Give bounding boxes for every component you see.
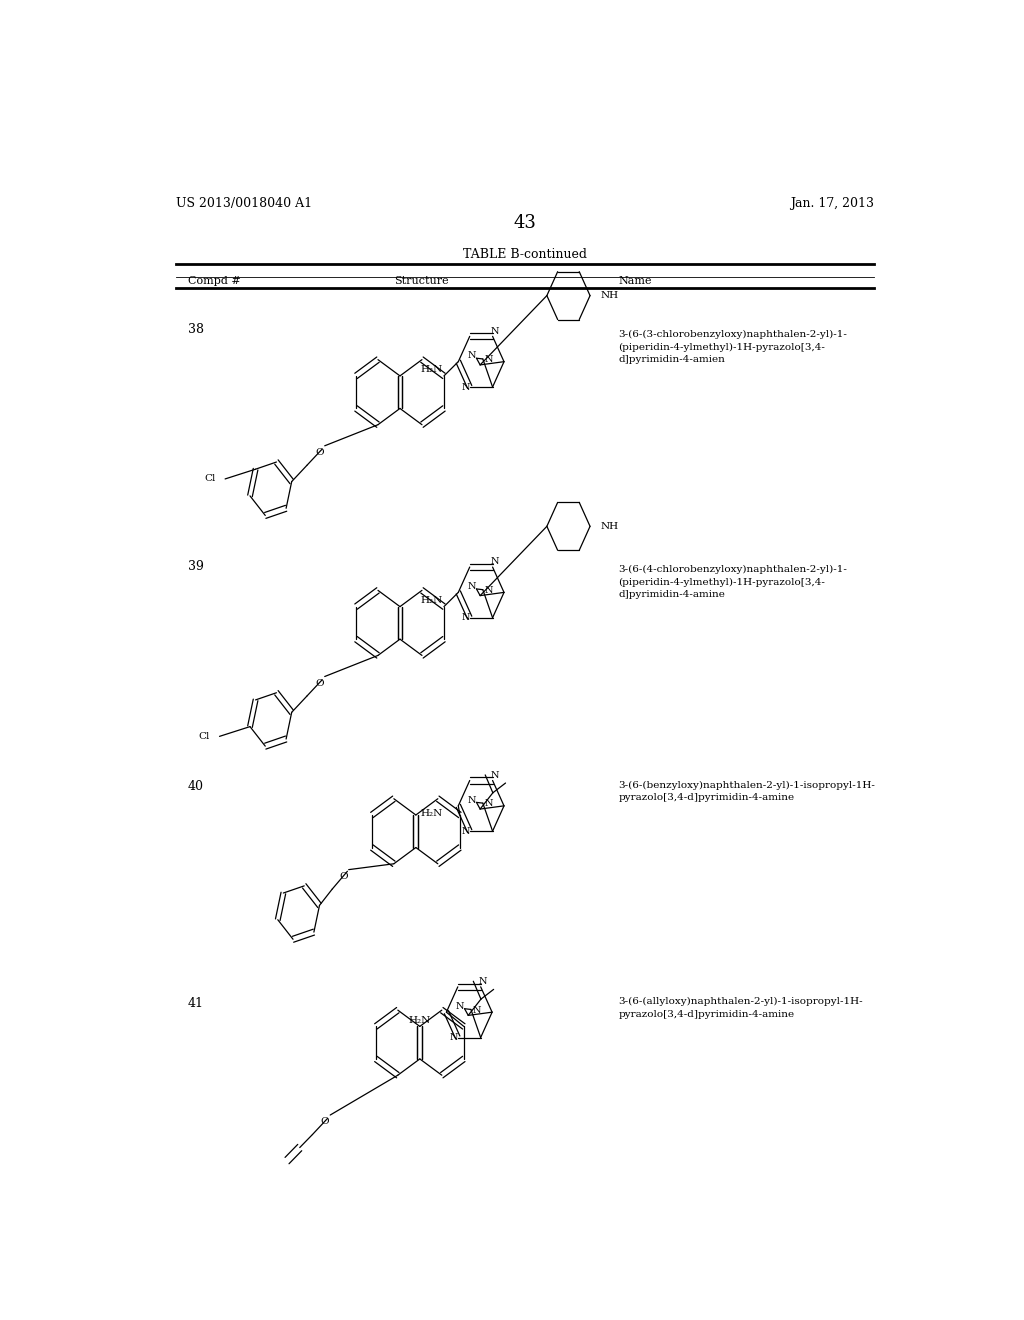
Text: H₂N: H₂N	[420, 366, 442, 375]
Text: 40: 40	[187, 780, 204, 793]
Text: 41: 41	[187, 997, 204, 1010]
Text: O: O	[321, 1117, 330, 1126]
Text: H₂N: H₂N	[420, 597, 442, 605]
Text: O: O	[315, 447, 324, 457]
Text: N: N	[462, 826, 470, 836]
Text: N: N	[490, 327, 500, 335]
Text: Compd #: Compd #	[187, 276, 241, 286]
Text: Cl: Cl	[204, 474, 216, 483]
Text: H₂N: H₂N	[420, 809, 442, 818]
Text: N: N	[484, 586, 493, 595]
Text: Cl: Cl	[199, 731, 210, 741]
Text: 3-(6-(allyloxy)naphthalen-2-yl)-1-isopropyl-1H-
pyrazolo[3,4-d]pyrimidin-4-amine: 3-(6-(allyloxy)naphthalen-2-yl)-1-isopro…	[618, 997, 863, 1019]
Text: 38: 38	[187, 323, 204, 337]
Text: N: N	[490, 771, 500, 780]
Text: 43: 43	[513, 214, 537, 232]
Text: US 2013/0018040 A1: US 2013/0018040 A1	[176, 197, 311, 210]
Text: N: N	[472, 1006, 480, 1015]
Text: NH: NH	[601, 292, 618, 300]
Text: TABLE B-continued: TABLE B-continued	[463, 248, 587, 261]
Text: N: N	[456, 1002, 465, 1011]
Text: N: N	[484, 800, 493, 808]
Text: 3-(6-(4-chlorobenzyloxy)naphthalen-2-yl)-1-
(piperidin-4-ylmethyl)-1H-pyrazolo[3: 3-(6-(4-chlorobenzyloxy)naphthalen-2-yl)…	[618, 565, 847, 599]
Text: N: N	[468, 796, 476, 805]
Text: N: N	[479, 977, 487, 986]
Text: 3-(6-(3-chlorobenzyloxy)naphthalen-2-yl)-1-
(piperidin-4-ylmethyl)-1H-pyrazolo[3: 3-(6-(3-chlorobenzyloxy)naphthalen-2-yl)…	[618, 330, 847, 364]
Text: Name: Name	[618, 276, 652, 286]
Text: N: N	[450, 1034, 458, 1041]
Text: N: N	[462, 383, 470, 392]
Text: N: N	[490, 557, 500, 566]
Text: O: O	[315, 678, 324, 688]
Text: N: N	[462, 614, 470, 622]
Text: Jan. 17, 2013: Jan. 17, 2013	[790, 197, 873, 210]
Text: Structure: Structure	[394, 276, 449, 286]
Text: O: O	[339, 871, 348, 880]
Text: N: N	[468, 582, 476, 591]
Text: N: N	[468, 351, 476, 360]
Text: 3-(6-(benzyloxy)naphthalen-2-yl)-1-isopropyl-1H-
pyrazolo[3,4-d]pyrimidin-4-amin: 3-(6-(benzyloxy)naphthalen-2-yl)-1-isopr…	[618, 780, 876, 803]
Text: H₂N: H₂N	[409, 1016, 430, 1024]
Text: 39: 39	[187, 560, 204, 573]
Text: NH: NH	[601, 521, 618, 531]
Text: N: N	[484, 355, 493, 364]
